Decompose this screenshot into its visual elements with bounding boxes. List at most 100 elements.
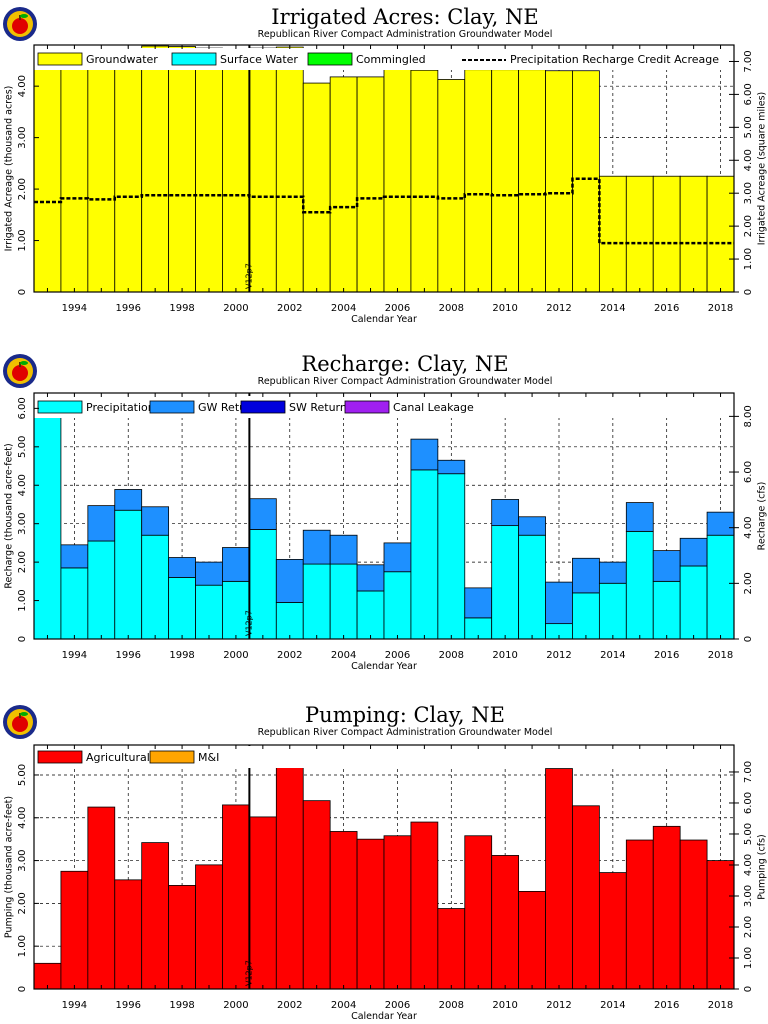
y2-axis-label: Irrigated Acreage (square miles): [757, 92, 768, 246]
vertical-marker-label: V12p7: [244, 960, 253, 986]
x-tick-label: 1996: [116, 1000, 141, 1011]
bar-precipitation-2016: [652, 580, 681, 640]
bar-precipitation-2010: [491, 525, 520, 640]
legend-item-groundwater: Groundwater: [37, 52, 158, 66]
bar-groundwater-2011: [518, 69, 546, 293]
bar-groundwater-2005: [356, 76, 385, 293]
bar-agricultural-2009: [464, 835, 493, 990]
bar-gw-returns-2017: [679, 537, 708, 567]
bar-agricultural-2011: [518, 891, 546, 990]
bar-agricultural-2018: [706, 860, 735, 990]
bar-gw-returns-1994: [60, 544, 89, 569]
bar-groundwater-2012: [545, 70, 573, 293]
y-tick-label: 1.00: [17, 229, 28, 251]
y2-tick-label: 4.00: [743, 149, 754, 171]
bar-gw-returns-1997: [141, 506, 170, 536]
y2-tick-label: 2.00: [743, 572, 754, 594]
y-axis-label: Irrigated Acreage (thousand acres): [4, 86, 15, 252]
bar-groundwater-2003: [302, 82, 331, 293]
chart-subtitle: Republican River Compact Administration …: [258, 727, 553, 738]
bar-precipitation-2015: [625, 530, 654, 640]
legend-item-canal-leakage: Canal Leakage: [344, 400, 474, 414]
y2-tick-label: 0: [743, 636, 754, 642]
bar-agricultural-2012: [545, 768, 573, 990]
svg-text:SW Returns: SW Returns: [289, 401, 353, 414]
x-tick-label: 2010: [492, 303, 517, 314]
x-tick-label: 1994: [62, 303, 87, 314]
bar-agricultural-1999: [195, 864, 223, 990]
bar-groundwater-1999: [195, 47, 223, 293]
bar-agricultural-1996: [114, 879, 143, 990]
y2-tick-label: 5.00: [743, 823, 754, 845]
bar-agricultural-2017: [679, 839, 708, 990]
x-tick-label: 2018: [708, 650, 733, 661]
bar-gw-returns-2015: [625, 502, 654, 532]
bar-groundwater-2014: [598, 175, 627, 293]
x-tick-label: 2012: [546, 650, 571, 661]
bar-groundwater-2013: [572, 70, 600, 293]
legend: Precipitation GW Returns SW Returns Canal L…: [34, 396, 734, 418]
x-tick-label: 2000: [223, 303, 248, 314]
bar-gw-returns-2013: [572, 557, 600, 594]
x-tick-label: 2002: [277, 1000, 302, 1011]
y2-tick-label: 6.00: [743, 792, 754, 814]
bar-precipitation-1996: [114, 509, 143, 640]
chart-subtitle: Republican River Compact Administration …: [258, 376, 553, 387]
axes: 1994 1996 1998 2000 2002 2004 2006 2008 2010 2012…: [17, 44, 754, 314]
bar-groundwater-1997: [141, 45, 170, 293]
bar-groundwater-1993: [33, 57, 62, 293]
bar-agricultural-2001: [248, 816, 277, 990]
bar-agricultural-1998: [168, 885, 196, 990]
chart-subtitle: Republican River Compact Administration …: [258, 29, 553, 40]
x-tick-label: 2000: [223, 1000, 248, 1011]
y-tick-label: 0: [17, 986, 28, 992]
y-tick-label: 3.00: [17, 126, 28, 148]
x-tick-label: 1994: [62, 1000, 87, 1011]
bar-gw-returns-2002: [275, 559, 304, 603]
x-tick-label: 2014: [600, 303, 625, 314]
bar-groundwater-2010: [491, 69, 520, 293]
data-marks: [33, 399, 735, 640]
x-tick-label: 2006: [385, 650, 410, 661]
bar-gw-returns-2005: [356, 564, 385, 592]
bar-precipitation-2007: [410, 469, 439, 640]
legend-item-commingled: Commingled: [307, 52, 426, 66]
bar-precipitation-1993: [33, 404, 62, 640]
bar-gw-returns-1999: [195, 561, 223, 586]
y-tick-label: 2.00: [17, 892, 28, 914]
bar-groundwater-2001: [248, 47, 277, 293]
legend: Groundwater Surface Water Commingled Precip…: [34, 48, 734, 70]
line-precipitation-recharge-credit: [34, 177, 734, 245]
bar-precipitation-2008: [437, 473, 466, 640]
bar-gw-returns-2003: [302, 529, 331, 565]
x-tick-label: 2010: [492, 1000, 517, 1011]
y2-tick-label: 3.00: [743, 885, 754, 907]
bar-precipitation-2004: [329, 563, 358, 640]
x-tick-label: 2008: [439, 303, 464, 314]
chart-title: Pumping: Clay, NE: [305, 703, 505, 727]
x-tick-label: 2008: [439, 650, 464, 661]
svg-text:Groundwater: Groundwater: [86, 53, 158, 66]
y-tick-label: 0: [17, 289, 28, 295]
chart-title: Irrigated Acres: Clay, NE: [271, 5, 538, 29]
svg-text:M&I: M&I: [198, 751, 219, 764]
bar-groundwater-2015: [625, 175, 654, 293]
bar-groundwater-2017: [679, 175, 708, 293]
bar-precipitation-1998: [168, 577, 196, 640]
y2-tick-label: 1.00: [743, 947, 754, 969]
chart-title: Recharge: Clay, NE: [301, 352, 508, 376]
bar-groundwater-2004: [329, 76, 358, 293]
x-tick-label: 1994: [62, 650, 87, 661]
bar-precipitation-1994: [60, 567, 89, 640]
x-tick-label: 2018: [708, 303, 733, 314]
y2-tick-label: 8.00: [743, 405, 754, 427]
y-tick-label: 1.00: [17, 589, 28, 611]
vertical-marker-label: V12p7: [244, 610, 253, 636]
y2-tick-label: 7.00: [743, 761, 754, 783]
bar-groundwater-1998: [168, 46, 196, 293]
rrca-logo-icon: [3, 7, 37, 41]
bar-gw-returns-1996: [114, 489, 143, 511]
bar-gw-returns-2014: [598, 561, 627, 584]
x-tick-label: 2002: [277, 303, 302, 314]
